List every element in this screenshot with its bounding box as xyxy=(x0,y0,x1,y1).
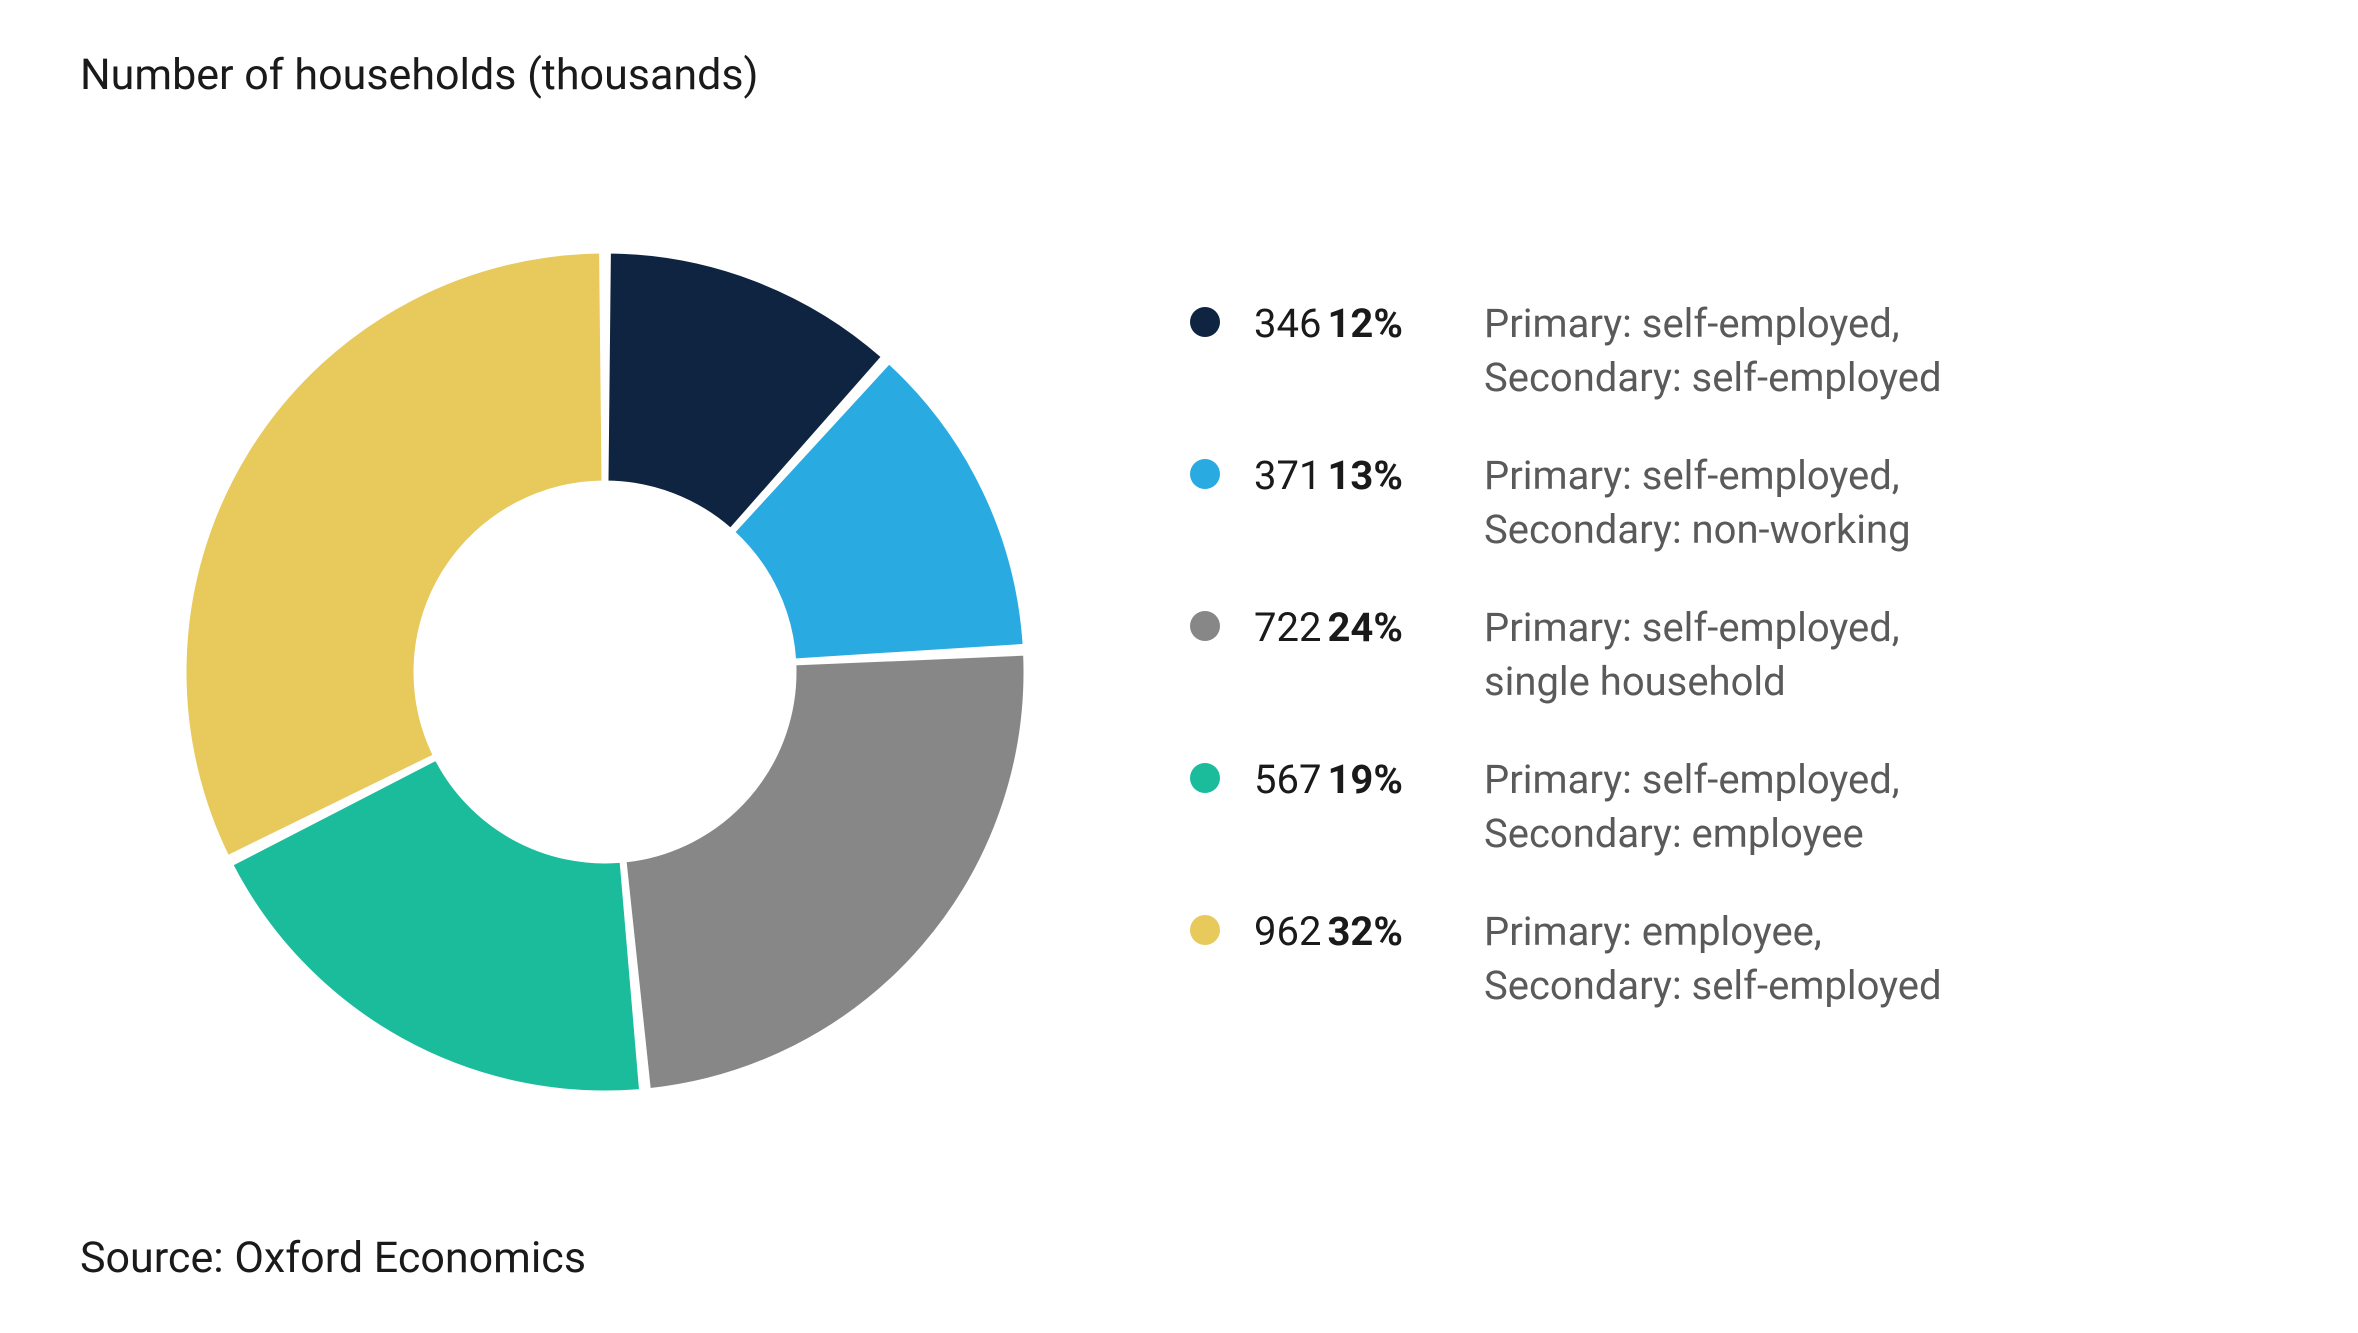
legend-row: 37113%Primary: self-employed,Secondary: … xyxy=(1190,449,2278,557)
chart-legend: 34612%Primary: self-employed,Secondary: … xyxy=(1130,287,2278,1057)
legend-row: 34612%Primary: self-employed,Secondary: … xyxy=(1190,297,2278,405)
donut-slice xyxy=(625,654,1025,1089)
legend-label: Primary: employee,Secondary: self-employ… xyxy=(1484,905,1942,1013)
legend-label-line: Secondary: self-employed xyxy=(1484,351,1942,405)
legend-value-percent: 19% xyxy=(1327,756,1402,803)
legend-label-line: Primary: self-employed, xyxy=(1484,601,1900,655)
legend-value-percent: 32% xyxy=(1327,908,1402,955)
legend-value-number: 567 xyxy=(1254,756,1321,803)
legend-label-line: Primary: self-employed, xyxy=(1484,753,1900,807)
legend-value: 72224% xyxy=(1254,601,1484,655)
legend-value-number: 371 xyxy=(1254,452,1321,499)
legend-value: 56719% xyxy=(1254,753,1484,807)
chart-source: Source: Oxford Economics xyxy=(80,1233,2278,1283)
legend-value-percent: 24% xyxy=(1327,604,1402,651)
legend-label-line: Secondary: employee xyxy=(1484,807,1900,861)
legend-value: 96232% xyxy=(1254,905,1484,959)
legend-row: 96232%Primary: employee,Secondary: self-… xyxy=(1190,905,2278,1013)
legend-label-line: Primary: self-employed, xyxy=(1484,449,1911,503)
legend-row: 72224%Primary: self-employed,single hous… xyxy=(1190,601,2278,709)
legend-label-line: Secondary: self-employed xyxy=(1484,959,1942,1013)
legend-value-number: 346 xyxy=(1254,300,1321,347)
chart-title: Number of households (thousands) xyxy=(80,50,2278,100)
legend-swatch xyxy=(1190,459,1220,489)
legend-value-number: 722 xyxy=(1254,604,1321,651)
legend-label: Primary: self-employed,single household xyxy=(1484,601,1900,709)
chart-body: 34612%Primary: self-employed,Secondary: … xyxy=(80,140,2278,1203)
donut-slice xyxy=(185,252,603,857)
legend-value-percent: 13% xyxy=(1327,452,1402,499)
donut-svg xyxy=(135,202,1075,1142)
legend-value: 34612% xyxy=(1254,297,1484,351)
legend-row: 56719%Primary: self-employed,Secondary: … xyxy=(1190,753,2278,861)
chart-viewport: Number of households (thousands) 34612%P… xyxy=(0,0,2358,1333)
legend-swatch xyxy=(1190,307,1220,337)
legend-swatch xyxy=(1190,611,1220,641)
legend-value-percent: 12% xyxy=(1327,300,1402,347)
legend-label: Primary: self-employed,Secondary: self-e… xyxy=(1484,297,1942,405)
legend-label-line: Secondary: non-working xyxy=(1484,503,1911,557)
legend-label-line: single household xyxy=(1484,655,1900,709)
legend-label-line: Primary: employee, xyxy=(1484,905,1942,959)
legend-label: Primary: self-employed,Secondary: non-wo… xyxy=(1484,449,1911,557)
legend-swatch xyxy=(1190,915,1220,945)
legend-value-number: 962 xyxy=(1254,908,1321,955)
legend-swatch xyxy=(1190,763,1220,793)
legend-label: Primary: self-employed,Secondary: employ… xyxy=(1484,753,1900,861)
legend-value: 37113% xyxy=(1254,449,1484,503)
donut-chart xyxy=(80,202,1130,1142)
legend-label-line: Primary: self-employed, xyxy=(1484,297,1942,351)
